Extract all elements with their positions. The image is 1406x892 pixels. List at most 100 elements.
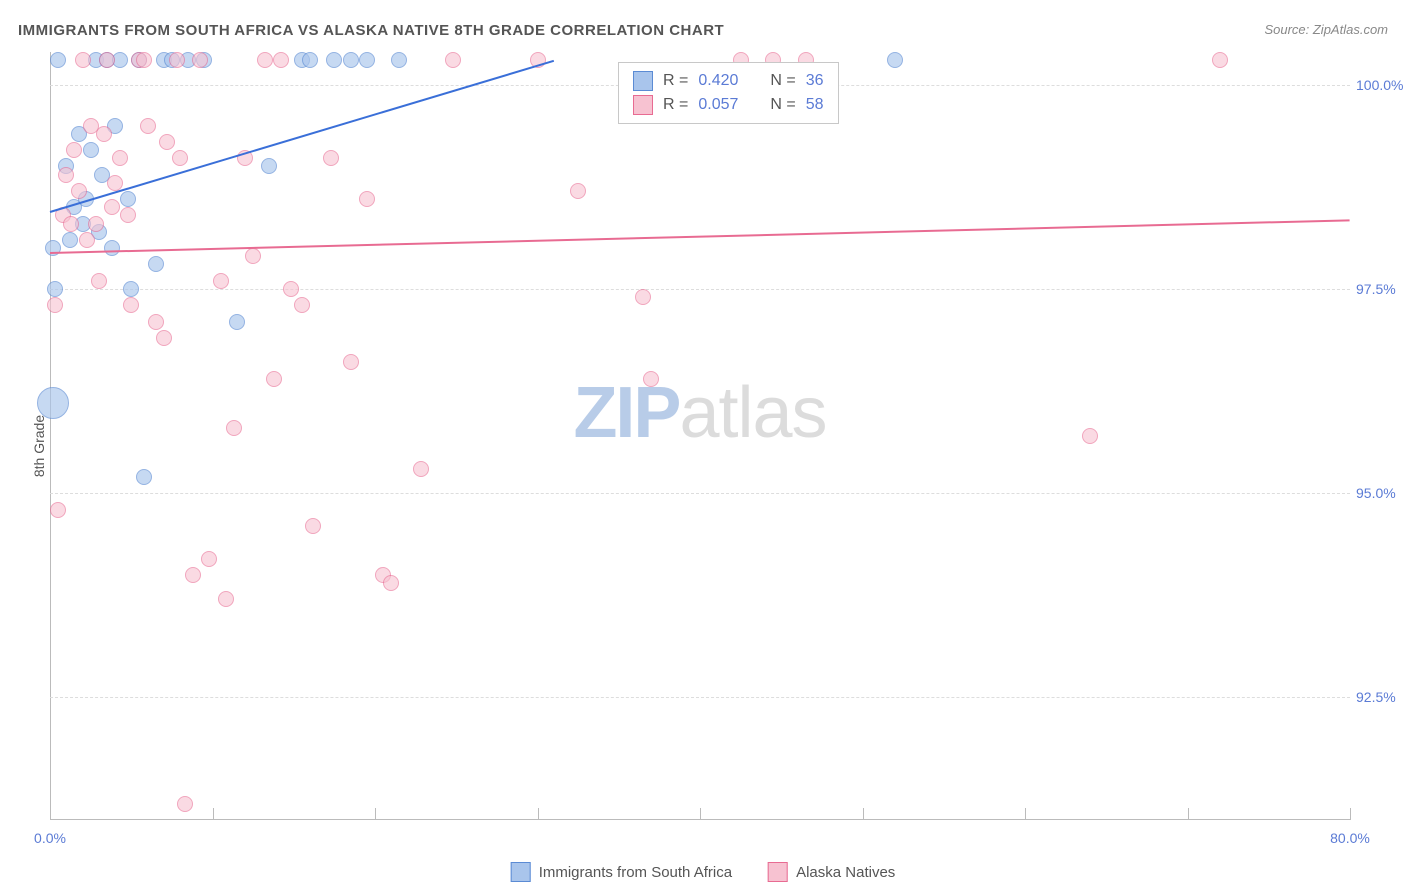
y-tick-label: 97.5% [1356, 281, 1406, 297]
scatter-point [120, 207, 136, 223]
scatter-point [359, 191, 375, 207]
scatter-point [63, 216, 79, 232]
x-tick [1188, 808, 1189, 820]
scatter-point [107, 175, 123, 191]
scatter-point [156, 330, 172, 346]
stat-r-value: 0.420 [698, 69, 738, 93]
scatter-point [185, 567, 201, 583]
scatter-point [887, 52, 903, 68]
stats-row: R = 0.420N = 36 [633, 69, 824, 93]
scatter-point [343, 52, 359, 68]
scatter-point [96, 126, 112, 142]
scatter-point [283, 281, 299, 297]
stat-r-value: 0.057 [698, 93, 738, 117]
stat-n-label: N = [770, 93, 795, 117]
gridline [50, 697, 1350, 698]
scatter-point [383, 575, 399, 591]
plot-area: ZIPatlas 92.5%95.0%97.5%100.0%0.0%80.0%R… [50, 52, 1350, 820]
scatter-point [635, 289, 651, 305]
scatter-point [570, 183, 586, 199]
scatter-point-large [37, 387, 69, 419]
scatter-point [273, 52, 289, 68]
scatter-point [177, 796, 193, 812]
scatter-point [120, 191, 136, 207]
x-tick [1025, 808, 1026, 820]
watermark: ZIPatlas [573, 372, 826, 454]
scatter-point [88, 216, 104, 232]
scatter-point [148, 256, 164, 272]
gridline [50, 493, 1350, 494]
scatter-point [50, 502, 66, 518]
y-axis-label: 8th Grade [31, 415, 47, 477]
legend-label: Alaska Natives [796, 864, 895, 881]
scatter-point [47, 281, 63, 297]
scatter-point [148, 314, 164, 330]
x-tick [375, 808, 376, 820]
scatter-point [213, 273, 229, 289]
scatter-point [58, 167, 74, 183]
scatter-point [71, 183, 87, 199]
stats-row: R = 0.057N = 58 [633, 93, 824, 117]
watermark-atlas: atlas [679, 373, 826, 453]
stats-box: R = 0.420N = 36R = 0.057N = 58 [618, 62, 839, 124]
scatter-point [50, 52, 66, 68]
scatter-point [47, 297, 63, 313]
scatter-point [201, 551, 217, 567]
x-tick-label: 80.0% [1330, 830, 1370, 846]
scatter-point [261, 158, 277, 174]
stat-n-label: N = [770, 69, 795, 93]
chart-title: IMMIGRANTS FROM SOUTH AFRICA VS ALASKA N… [18, 22, 724, 39]
x-tick [213, 808, 214, 820]
scatter-point [192, 52, 208, 68]
stats-swatch [633, 71, 653, 91]
scatter-point [159, 134, 175, 150]
trend-line [50, 60, 554, 213]
y-tick-label: 92.5% [1356, 689, 1406, 705]
stats-swatch [633, 95, 653, 115]
scatter-point [62, 232, 78, 248]
stat-r-label: R = [663, 69, 688, 93]
scatter-point [172, 150, 188, 166]
scatter-point [445, 52, 461, 68]
scatter-point [83, 142, 99, 158]
x-tick-label: 0.0% [34, 830, 66, 846]
scatter-point [136, 52, 152, 68]
source-label: Source: ZipAtlas.com [1264, 22, 1388, 37]
scatter-point [305, 518, 321, 534]
trend-line [50, 219, 1350, 254]
x-tick [538, 808, 539, 820]
scatter-point [257, 52, 273, 68]
scatter-point [302, 52, 318, 68]
scatter-point [323, 150, 339, 166]
scatter-point [123, 297, 139, 313]
scatter-point [226, 420, 242, 436]
scatter-point [413, 461, 429, 477]
legend: Immigrants from South Africa Alaska Nativ… [511, 862, 896, 882]
scatter-point [343, 354, 359, 370]
scatter-point [112, 150, 128, 166]
y-tick-label: 95.0% [1356, 485, 1406, 501]
legend-label: Immigrants from South Africa [539, 864, 732, 881]
stat-n-value: 58 [806, 93, 824, 117]
x-tick [50, 808, 51, 820]
y-axis-line [50, 52, 51, 820]
scatter-point [326, 52, 342, 68]
scatter-point [294, 297, 310, 313]
scatter-point [266, 371, 282, 387]
scatter-point [1212, 52, 1228, 68]
scatter-point [79, 232, 95, 248]
legend-item: Alaska Natives [768, 862, 895, 882]
scatter-point [1082, 428, 1098, 444]
scatter-point [218, 591, 234, 607]
scatter-point [359, 52, 375, 68]
legend-item: Immigrants from South Africa [511, 862, 732, 882]
scatter-point [245, 248, 261, 264]
y-tick-label: 100.0% [1356, 77, 1406, 93]
scatter-point [169, 52, 185, 68]
scatter-point [136, 469, 152, 485]
scatter-point [75, 52, 91, 68]
scatter-point [140, 118, 156, 134]
scatter-point [643, 371, 659, 387]
scatter-point [104, 199, 120, 215]
scatter-point [123, 281, 139, 297]
